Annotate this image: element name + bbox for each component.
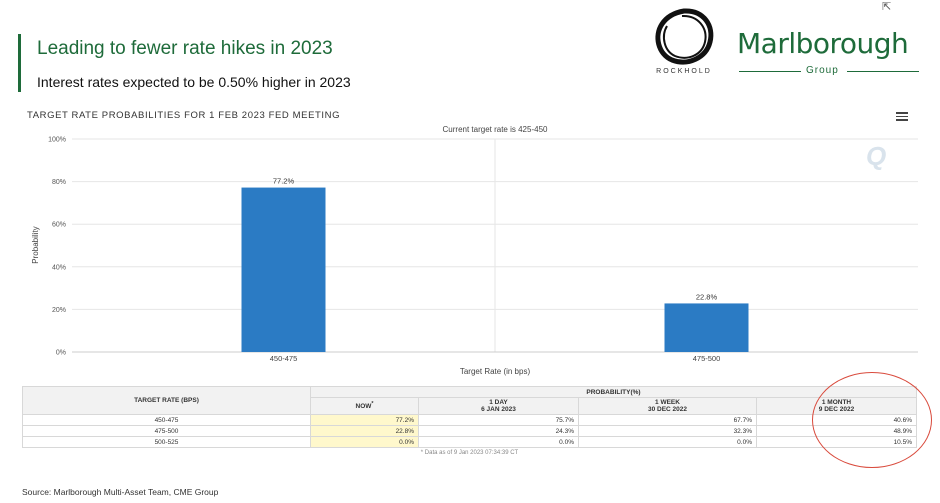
marlborough-rule-right [847, 71, 919, 72]
x-tick-label: 475-500 [693, 354, 721, 363]
week-cell: 0.0% [578, 436, 757, 448]
day-cell: 75.7% [418, 414, 579, 426]
rockhold-logo: ROCKHOLD [644, 6, 724, 82]
day-cell: 0.0% [418, 436, 579, 448]
marlborough-logo: Marlborough Group [737, 27, 922, 76]
bar [241, 187, 326, 352]
y-tick-label: 40% [52, 264, 66, 271]
y-tick-label: 80% [52, 179, 66, 186]
now-cell: 0.0% [310, 436, 419, 448]
accent-bar [18, 34, 21, 92]
quikstrike-watermark: Q [866, 141, 887, 171]
col-now-mark: * [371, 401, 374, 408]
probability-bar-chart: Current target rate is 425-450 0% 20% 40% 60… [31, 125, 918, 376]
col-now-header: NOW* [310, 397, 419, 415]
rate-cell: 450-475 [22, 414, 311, 426]
y-axis-title: Probability [31, 226, 40, 263]
col-now-label: NOW [355, 403, 372, 411]
day-cell: 24.3% [418, 425, 579, 437]
y-tick-label: 0% [56, 350, 66, 357]
table-row: 475-500 22.8% 24.3% 32.3% 48.9% [22, 425, 917, 437]
source-note: Source: Marlborough Multi-Asset Team, CM… [22, 487, 219, 497]
now-cell: 77.2% [310, 414, 419, 426]
col-1week-date: 30 DEC 2022 [647, 406, 688, 413]
bar [664, 303, 749, 352]
chart-subtitle: Current target rate is 425-450 [443, 125, 548, 134]
col-1week-label: 1 WEEK [655, 399, 680, 406]
marlborough-wordmark: Marlborough [737, 27, 909, 60]
col-1day-label: 1 DAY [489, 399, 508, 406]
slide-subheadline: Interest rates expected to be 0.50% high… [37, 74, 351, 90]
col-1day-header: 1 DAY 6 JAN 2023 [418, 397, 579, 415]
probability-table: TARGET RATE (BPS) PROBABILITY(%) NOW* 1 … [22, 386, 917, 459]
bar-data-label: 77.2% [273, 177, 295, 186]
rockhold-ring-icon [655, 8, 714, 65]
marlborough-rule-left [739, 71, 801, 72]
data-as-of-note: * Data as of 9 Jan 2023 07:34:39 CT [420, 450, 519, 457]
table-row: 500-525 0.0% 0.0% 0.0% 10.5% [22, 436, 917, 448]
now-cell: 22.8% [310, 425, 419, 437]
y-tick-label: 100% [48, 137, 66, 144]
highlight-oval [812, 372, 932, 468]
x-tick-label: 450-475 [270, 354, 298, 363]
table-row: 450-475 77.2% 75.7% 67.7% 40.6% [22, 414, 917, 426]
week-cell: 32.3% [578, 425, 757, 437]
rate-cell: 500-525 [22, 436, 311, 448]
rate-cell: 475-500 [22, 425, 311, 437]
col-1day-date: 6 JAN 2023 [481, 406, 516, 413]
marlborough-group-label: Group [806, 65, 839, 76]
chart-menu-icon[interactable] [896, 112, 908, 121]
chart-panel-title: TARGET RATE PROBABILITIES FOR 1 FEB 2023… [27, 110, 341, 121]
x-axis-title: Target Rate (in bps) [460, 367, 531, 376]
col-1week-header: 1 WEEK 30 DEC 2022 [578, 397, 757, 415]
cursor-icon: ⇱ [882, 1, 892, 13]
bar-data-label: 22.8% [696, 292, 718, 301]
y-tick-label: 20% [52, 307, 66, 314]
target-rate-header: TARGET RATE (BPS) [22, 386, 311, 415]
rockhold-wordmark: ROCKHOLD [656, 68, 712, 75]
slide-headline: Leading to fewer rate hikes in 2023 [37, 38, 333, 59]
y-tick-label: 60% [52, 222, 66, 229]
week-cell: 67.7% [578, 414, 757, 426]
